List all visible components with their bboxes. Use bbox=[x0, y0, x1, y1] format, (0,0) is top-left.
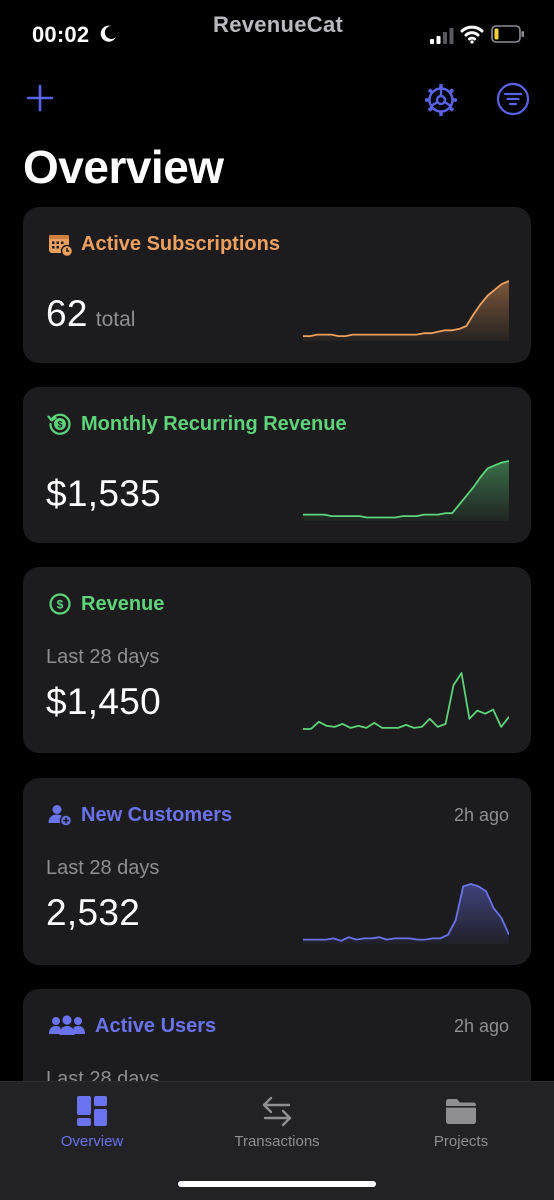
dollar-circle-icon: $ bbox=[49, 593, 71, 615]
card-header: Active Subscriptions bbox=[47, 231, 280, 257]
sparkline-area bbox=[303, 281, 509, 341]
battery-icon bbox=[491, 25, 524, 43]
sparkline-area bbox=[303, 461, 509, 521]
settings-gear-icon[interactable] bbox=[423, 82, 459, 118]
tab-overview[interactable]: Overview bbox=[0, 1082, 184, 1162]
card-title: Revenue bbox=[81, 592, 165, 615]
active-subscriptions-sparkline bbox=[303, 280, 509, 341]
home-indicator bbox=[178, 1181, 376, 1187]
mrr-sparkline bbox=[303, 460, 509, 521]
updated-time: 2h ago bbox=[453, 1016, 509, 1036]
add-user-icon bbox=[48, 805, 73, 827]
card-header: $ Monthly Recurring Revenue bbox=[47, 411, 347, 437]
tab-projects[interactable]: Projects bbox=[369, 1082, 553, 1162]
mrr-card[interactable]: $ Monthly Recurring Revenue $1,535 bbox=[23, 387, 531, 543]
sparkline-area bbox=[303, 884, 509, 944]
active-subscriptions-value: 62 total bbox=[46, 293, 135, 335]
sparkline-line bbox=[303, 672, 509, 730]
sparkline-line bbox=[303, 883, 509, 942]
add-button[interactable] bbox=[24, 82, 56, 114]
new-customers-card[interactable]: New Customers 2h ago Last 28 days 2,532 bbox=[23, 778, 531, 965]
users-icon bbox=[49, 1015, 85, 1035]
page-title: Overview bbox=[23, 141, 224, 193]
cellular-signal-icon bbox=[430, 28, 454, 44]
active-subscriptions-card[interactable]: Active Subscriptions 62 total bbox=[23, 207, 531, 363]
card-title: Monthly Recurring Revenue bbox=[81, 412, 347, 435]
tab-bar: Overview Transactions Projects bbox=[0, 1081, 554, 1200]
period-label: Last 28 days bbox=[46, 857, 160, 879]
mrr-value: $1,535 bbox=[46, 473, 161, 514]
value-unit: total bbox=[95, 308, 136, 331]
card-header: Active Users bbox=[47, 1013, 216, 1039]
recurring-dollar-icon: $ bbox=[47, 413, 71, 435]
updated-time: 2h ago bbox=[453, 805, 509, 825]
svg-text:$: $ bbox=[57, 598, 64, 612]
period-label: Last 28 days bbox=[46, 646, 160, 668]
dashboard-icon bbox=[77, 1096, 107, 1126]
tab-transactions[interactable]: Transactions bbox=[185, 1082, 369, 1162]
sparkline-line bbox=[303, 460, 509, 519]
revenue-value: $1,450 bbox=[46, 681, 161, 722]
tab-label: Overview bbox=[60, 1133, 124, 1150]
new-customers-value: 2,532 bbox=[46, 892, 141, 933]
new-customers-sparkline bbox=[303, 883, 509, 944]
revenue-sparkline bbox=[303, 672, 509, 730]
card-title: New Customers bbox=[81, 803, 233, 826]
transfer-arrows-icon bbox=[262, 1096, 292, 1127]
card-title: Active Subscriptions bbox=[81, 232, 280, 255]
carrier-label: RevenueCat bbox=[213, 12, 344, 37]
status-bar: 00:02 RevenueCat bbox=[0, 0, 554, 70]
card-header: New Customers bbox=[47, 802, 232, 828]
status-time: 00:02 bbox=[32, 22, 90, 47]
filter-button[interactable] bbox=[496, 82, 530, 116]
calendar-icon bbox=[49, 235, 73, 257]
svg-text:$: $ bbox=[57, 420, 62, 430]
revenue-card[interactable]: $ Revenue Last 28 days $1,450 bbox=[23, 567, 531, 753]
card-title: Active Users bbox=[95, 1014, 217, 1037]
folder-icon bbox=[446, 1099, 476, 1124]
sparkline-line bbox=[303, 280, 509, 337]
value-number: 62 bbox=[46, 293, 88, 334]
tab-label: Projects bbox=[433, 1133, 489, 1150]
tab-label: Transactions bbox=[234, 1133, 320, 1150]
wifi-icon bbox=[460, 25, 484, 44]
card-header: $ Revenue bbox=[47, 591, 164, 617]
moon-icon bbox=[100, 25, 116, 42]
